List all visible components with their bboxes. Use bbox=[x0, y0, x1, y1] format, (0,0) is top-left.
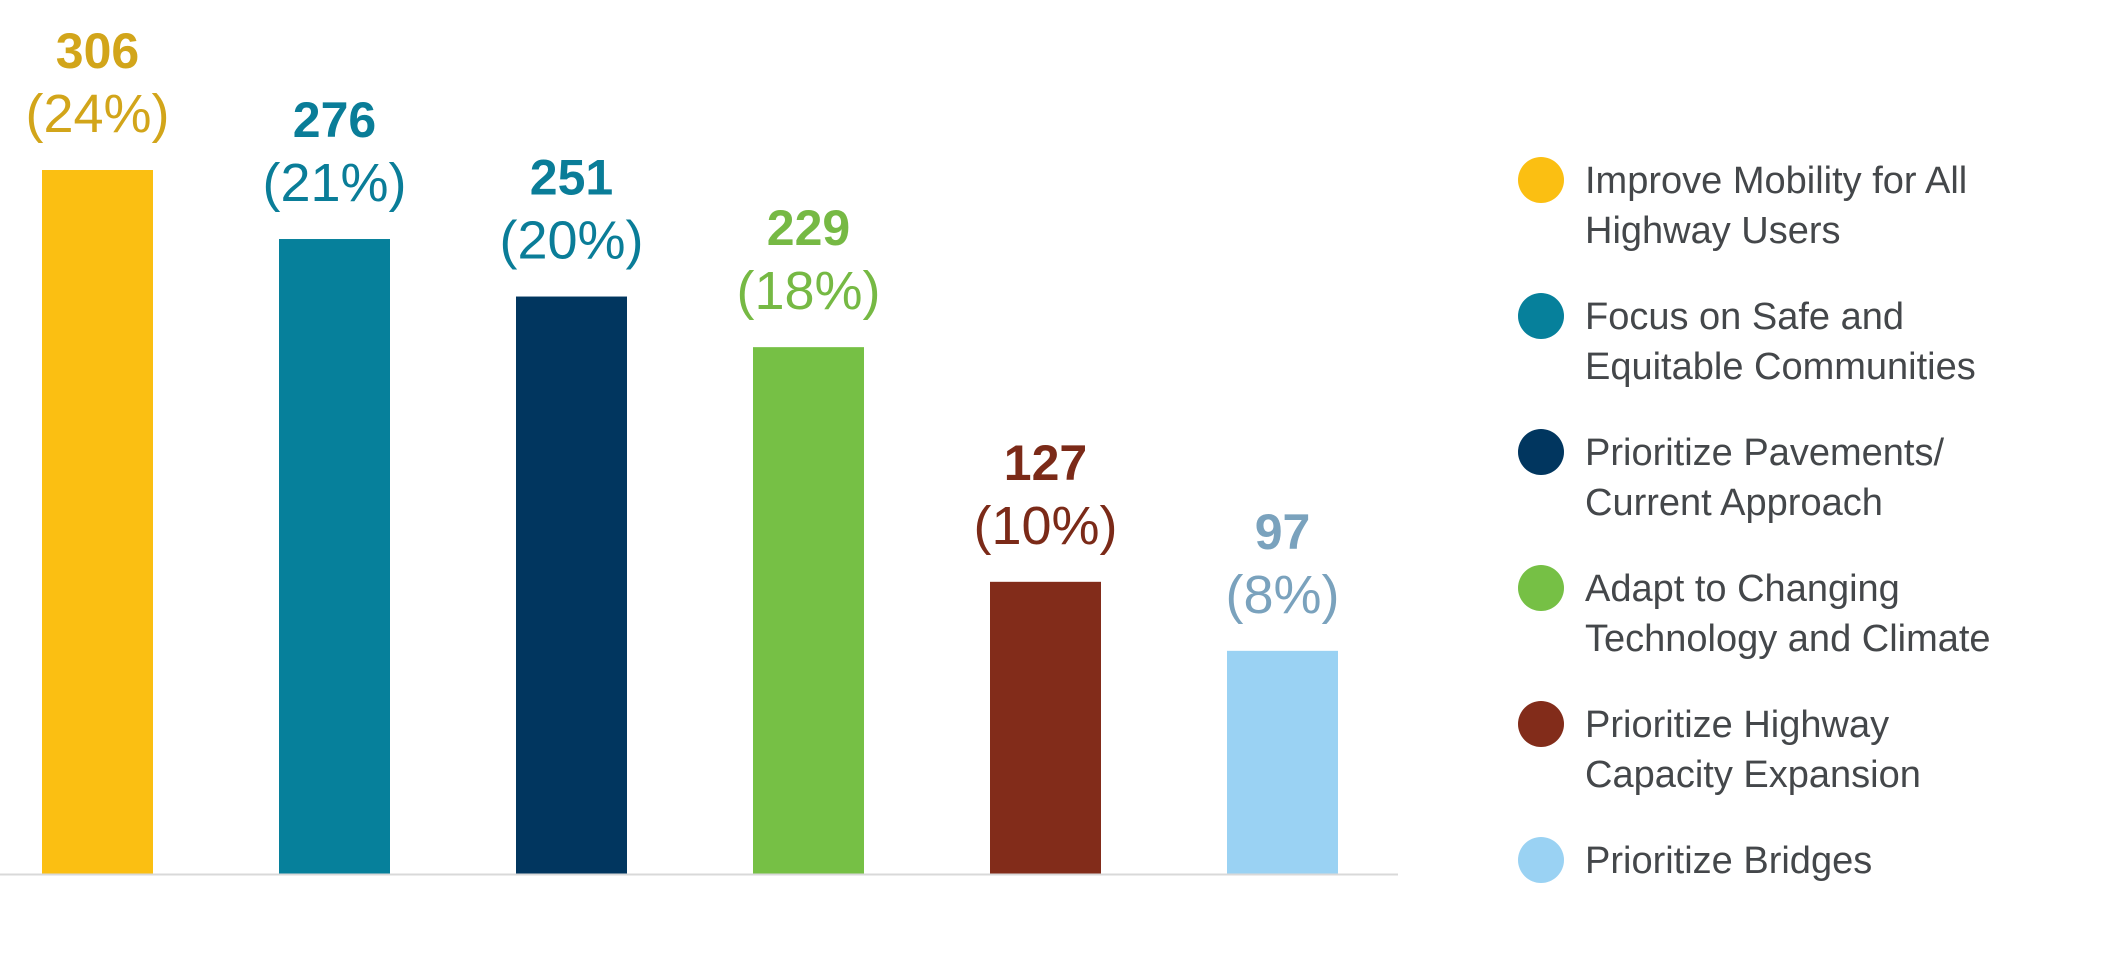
legend-label: Prioritize Highway bbox=[1585, 704, 1889, 746]
legend-label: Adapt to Changing bbox=[1585, 568, 1900, 610]
legend-label: Current Approach bbox=[1585, 482, 1883, 524]
bar-value-label: 251 bbox=[530, 150, 613, 206]
bar-value-label: 306 bbox=[56, 23, 139, 79]
legend-label: Prioritize Pavements/ bbox=[1585, 432, 1944, 474]
legend-label: Capacity Expansion bbox=[1585, 754, 1921, 796]
data-labels-layer: 306(24%) 276(21%) 251(20%) 229(18%) 127(10%)… bbox=[25, 23, 1339, 625]
legend-swatch bbox=[1518, 293, 1564, 339]
legend-swatch bbox=[1518, 157, 1564, 203]
bar-percent-label: (8%) bbox=[1225, 565, 1339, 625]
legend-label: Focus on Safe and bbox=[1585, 296, 1904, 338]
bar-6 bbox=[1227, 650, 1338, 874]
legend-label: Prioritize Bridges bbox=[1585, 840, 1872, 882]
legend-label: Highway Users bbox=[1585, 210, 1841, 252]
legend-swatch bbox=[1518, 837, 1564, 883]
legend-item-6: Prioritize Bridges bbox=[1518, 837, 1872, 883]
legend-label: Improve Mobility for All bbox=[1585, 160, 1967, 202]
legend-label: Technology and Climate bbox=[1585, 618, 1991, 660]
bar-4 bbox=[753, 347, 864, 874]
bar-percent-label: (18%) bbox=[736, 261, 880, 321]
legend-item-3: Prioritize Pavements/Current Approach bbox=[1518, 429, 1944, 524]
bar-percent-label: (10%) bbox=[973, 496, 1117, 556]
legend-item-1: Improve Mobility for All Highway Users bbox=[1518, 157, 1967, 252]
bar-percent-label: (24%) bbox=[25, 84, 169, 144]
legend-item-5: Prioritize Highway Capacity Expansion bbox=[1518, 701, 1921, 796]
bar-value-label: 276 bbox=[293, 92, 376, 148]
bar-2 bbox=[279, 239, 390, 875]
bar-5 bbox=[990, 581, 1101, 874]
legend-swatch bbox=[1518, 701, 1564, 747]
bar-3 bbox=[516, 296, 627, 874]
legend-item-2: Focus on Safe and Equitable Communities bbox=[1518, 293, 1976, 388]
bar-value-label: 97 bbox=[1255, 504, 1311, 560]
bars-layer bbox=[42, 170, 1338, 875]
bar-percent-label: (21%) bbox=[262, 153, 406, 213]
bar-percent-label: (20%) bbox=[499, 211, 643, 271]
legend-swatch bbox=[1518, 565, 1564, 611]
legend-item-4: Adapt to Changing Technology and Climate bbox=[1518, 565, 1991, 660]
legend: Improve Mobility for All Highway Users Foc… bbox=[1518, 157, 1991, 883]
bar-value-label: 127 bbox=[1004, 435, 1087, 491]
legend-label: Equitable Communities bbox=[1585, 346, 1976, 388]
bar-1 bbox=[42, 170, 153, 874]
bar-value-label: 229 bbox=[767, 200, 850, 256]
legend-swatch bbox=[1518, 429, 1564, 475]
